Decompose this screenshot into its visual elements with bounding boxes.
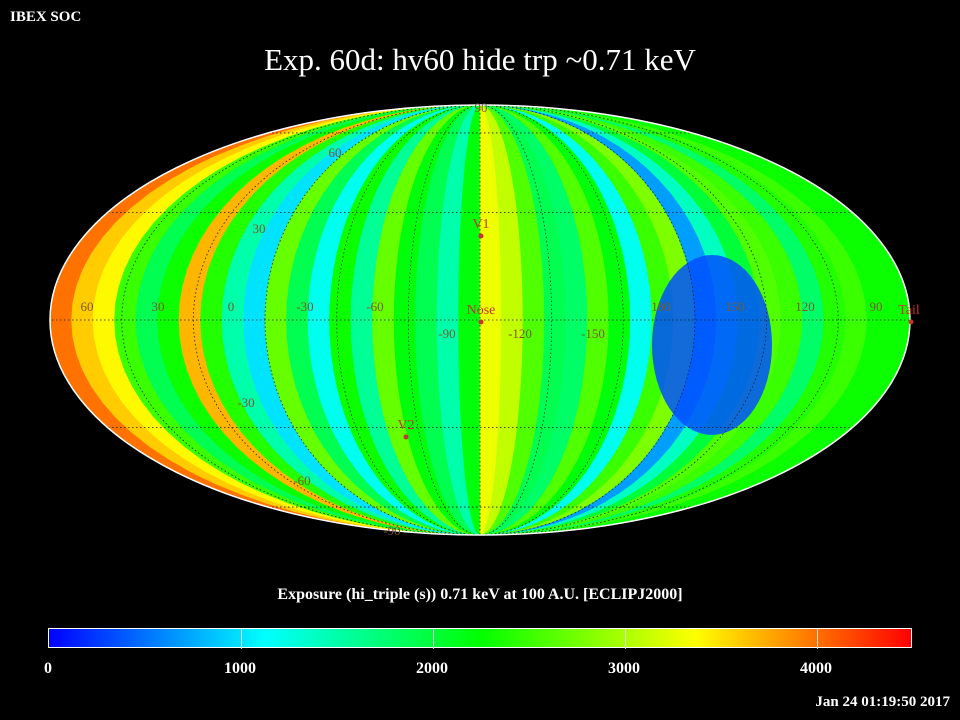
- source-label: IBEX SOC: [10, 9, 82, 25]
- colorbar: [48, 628, 912, 649]
- longitude-label: -90: [438, 326, 455, 341]
- colorbar-tick-label: 2000: [416, 660, 448, 677]
- marker-v2-label: V2: [397, 418, 414, 433]
- low-exposure-region: [652, 255, 772, 435]
- map-title: Exp. 60d: hv60 hide trp ~0.71 keV: [264, 42, 696, 77]
- longitude-label: 150: [725, 299, 745, 314]
- graticule-meridian: [192, 105, 481, 535]
- colorbar-tick-label: 1000: [224, 660, 256, 677]
- colorbar-tick: [625, 629, 626, 649]
- colorbar-tick-label: 0: [44, 660, 52, 677]
- graticule-meridian: [479, 105, 624, 535]
- marker-tail-dot: [908, 319, 914, 325]
- graticule-meridian: [479, 105, 839, 535]
- longitude-label: 180: [651, 299, 671, 314]
- graticule-meridian: [121, 105, 481, 535]
- longitude-label: 90: [870, 299, 883, 314]
- timestamp: Jan 24 01:19:50 2017: [815, 694, 950, 710]
- colorbar-tick-label: 4000: [800, 660, 832, 677]
- colorbar-tick: [817, 629, 818, 649]
- longitude-label: -150: [581, 326, 605, 341]
- colorbar-tick: [433, 629, 434, 649]
- graticule-meridian: [479, 105, 768, 535]
- graticule-meridian: [264, 105, 481, 535]
- latitude-label: -90: [383, 523, 400, 538]
- latitude-label: 60: [329, 145, 342, 160]
- marker-v1-dot: [478, 233, 484, 239]
- marker-v1-label: V1: [472, 217, 489, 232]
- graticule-meridian: [479, 105, 553, 535]
- longitude-label: 0: [228, 299, 235, 314]
- colorbar-tick: [241, 629, 242, 649]
- colorbar-caption: Exposure (hi_triple (s)) 0.71 keV at 100…: [277, 586, 683, 603]
- latitude-label: -30: [237, 395, 254, 410]
- latitude-label: -60: [293, 473, 310, 488]
- longitude-label: 30: [152, 299, 165, 314]
- latitude-label: 30: [253, 221, 266, 236]
- colorbar-tick-label: 3000: [608, 660, 640, 677]
- sky-map: 60 30 -30 -60 90 -90 60 30 0 -30 -60 -90 -120 -150 180…: [49, 100, 920, 538]
- marker-nose-label: Nose: [467, 303, 496, 318]
- longitude-label: -120: [508, 326, 532, 341]
- latitude-label: 90: [475, 100, 488, 115]
- graticule-meridian: [407, 105, 481, 535]
- marker-tail-label: Tail: [898, 303, 920, 318]
- longitude-label: -30: [296, 299, 313, 314]
- graticule-meridian: [479, 105, 696, 535]
- longitude-label: -60: [366, 299, 383, 314]
- longitude-label: 120: [795, 299, 815, 314]
- longitude-label: 60: [81, 299, 94, 314]
- marker-nose-dot: [478, 319, 484, 325]
- marker-v2-dot: [403, 434, 409, 440]
